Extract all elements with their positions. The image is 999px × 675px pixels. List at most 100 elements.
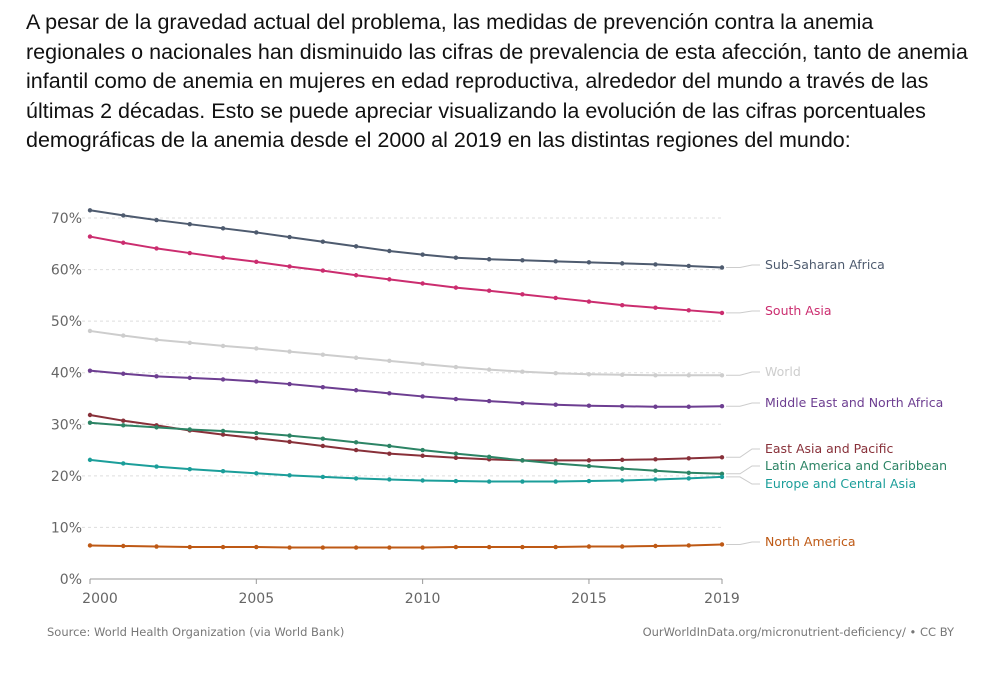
series-labels: Sub-Saharan Africa South Asia World Middle … (726, 257, 947, 549)
y-tick-label: 60% (51, 263, 82, 279)
series-middle-east-and-north-africa (87, 368, 725, 409)
series-line (89, 235, 723, 314)
data-point (420, 281, 425, 286)
data-point (121, 461, 126, 466)
data-point (353, 355, 359, 360)
data-point (486, 367, 492, 372)
data-point (320, 268, 326, 273)
data-point (287, 381, 292, 387)
label-leader-line (726, 476, 760, 485)
data-point (586, 458, 592, 463)
y-tick-label: 0% (60, 572, 82, 588)
y-tick-label: 30% (51, 417, 82, 433)
data-point (220, 255, 226, 260)
data-point (686, 470, 691, 475)
data-point (320, 443, 326, 449)
data-point (486, 479, 492, 484)
data-point (387, 391, 392, 396)
data-point (387, 545, 392, 550)
data-point (287, 264, 292, 269)
series-line (89, 543, 723, 549)
data-point (254, 379, 259, 384)
data-point (719, 471, 725, 476)
data-point (254, 471, 259, 476)
data-point (154, 246, 159, 251)
data-point (453, 478, 459, 484)
source-note: Source: World Health Organization (via W… (47, 625, 344, 639)
data-point (287, 545, 292, 550)
data-point (586, 372, 592, 377)
series-line (89, 414, 723, 462)
data-point (686, 373, 691, 378)
data-point (520, 544, 525, 550)
data-point (553, 402, 558, 407)
axes: 0% 10% 20% 30% 40% 50% 60% 70% 2000 2005 2010 2015 2… (51, 211, 740, 607)
data-point (420, 252, 425, 257)
data-point (553, 259, 558, 264)
data-point (719, 265, 725, 270)
data-point (653, 457, 658, 462)
data-point (453, 364, 459, 370)
y-tick-label: 10% (51, 520, 82, 536)
data-point (187, 250, 192, 256)
data-point (620, 372, 625, 377)
y-tick-label: 40% (51, 366, 82, 382)
data-point (719, 474, 725, 480)
data-point (287, 473, 292, 478)
series-line (89, 458, 723, 483)
series-label: World (765, 364, 801, 379)
data-point (320, 436, 326, 441)
data-point (686, 263, 691, 269)
series-east-asia-and-pacific (87, 412, 725, 463)
data-point (121, 240, 126, 245)
series-label: Europe and Central Asia (765, 476, 916, 491)
data-point (686, 543, 691, 548)
data-point (420, 453, 425, 458)
data-point (586, 403, 592, 408)
data-point (719, 373, 725, 378)
data-point (653, 262, 658, 267)
data-point (87, 543, 93, 548)
data-point (387, 451, 392, 456)
series-south-asia (87, 234, 725, 316)
data-point (686, 308, 691, 313)
data-point (353, 440, 359, 445)
data-point (220, 226, 226, 231)
data-point (620, 544, 625, 549)
credit-link[interactable]: OurWorldInData.org/micronutrient-deficie… (643, 625, 955, 639)
data-point (586, 299, 592, 304)
data-point (353, 447, 359, 453)
data-point (520, 258, 525, 263)
data-point (486, 454, 492, 459)
data-point (486, 257, 492, 262)
data-point (653, 305, 658, 310)
data-point (553, 458, 558, 463)
label-leader-line (726, 541, 760, 545)
data-point (353, 273, 359, 278)
data-point (353, 388, 359, 393)
data-point (719, 404, 725, 409)
data-point (87, 412, 93, 418)
data-point (320, 384, 326, 390)
series-label: East Asia and Pacific (765, 441, 893, 456)
series-latin-america-and-caribbean (87, 420, 725, 476)
data-point (254, 230, 259, 235)
data-point (387, 277, 392, 282)
data-point (87, 328, 93, 334)
intro-paragraph: A pesar de la gravedad actual del proble… (26, 10, 968, 153)
data-point (287, 439, 292, 445)
data-point (620, 404, 625, 409)
data-point (353, 476, 359, 481)
data-point (553, 544, 558, 550)
data-point (586, 544, 592, 549)
data-point (154, 337, 159, 342)
data-point (287, 234, 292, 240)
grid-lines (82, 217, 722, 528)
y-tick-label: 50% (51, 314, 82, 330)
data-point (719, 455, 725, 460)
data-point (486, 398, 492, 404)
data-point (686, 476, 691, 481)
data-point (453, 396, 459, 402)
data-point (220, 469, 226, 474)
